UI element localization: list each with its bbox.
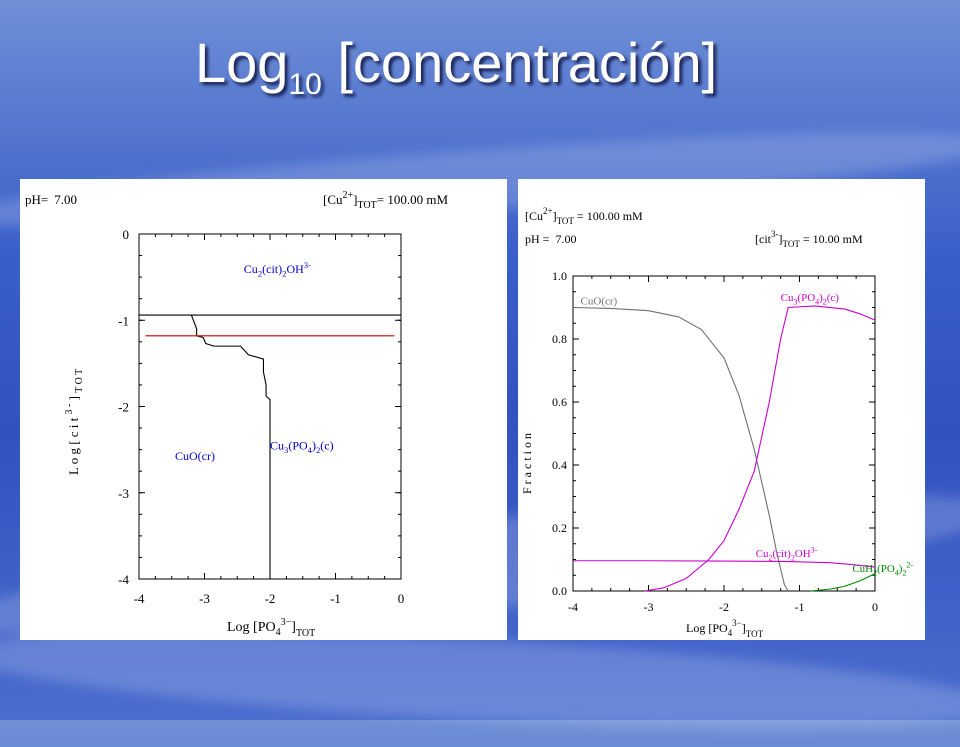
y-tick-label: 0.4 [552, 458, 567, 472]
y-tick-label: -2 [118, 400, 129, 415]
slide-title: Log10 [concentración] [195, 30, 717, 102]
series-line [810, 573, 876, 592]
curve-labels: CuO(cr) Cu3(PO4)2(c) Cu2(cit)2OH3- CuH2(PO4… [581, 292, 914, 577]
region-label: Cu3(PO4)2(c) [270, 439, 334, 456]
predominance-diagram-panel: pH= 7.00 [Cu2+]TOT= 100.00 mM -4 -3 -2 -1 0 0-… [20, 179, 507, 640]
x-tick-label: 0 [872, 600, 878, 614]
x-tick-label: -2 [265, 591, 276, 606]
slide-title-rest: [concentración] [321, 31, 718, 94]
y-tick-label: 1.0 [552, 269, 567, 283]
x-axis-label: Log [PO43−]TOT [686, 618, 764, 639]
x-tick-label: -3 [644, 600, 654, 614]
plot-frame [572, 275, 876, 592]
fraction-diagram: [Cu2+]TOT = 100.00 mM pH = 7.00 [cit3-]TO… [520, 206, 914, 639]
cuo-cu3po4-boundary [190, 314, 271, 579]
predominance-diagram: pH= 7.00 [Cu2+]TOT= 100.00 mM -4 -3 -2 -1 00-… [25, 190, 448, 639]
series-label: CuH2(PO4)22- [852, 561, 913, 578]
x-tick-label: -4 [568, 600, 578, 614]
y-tick-label: -3 [118, 486, 129, 501]
y-tick-label: 0.6 [552, 395, 567, 409]
axes: -4 -3 -2 -1 0 0 -1 -2 -3 -4 [118, 227, 404, 606]
series-line [573, 560, 876, 568]
fraction-diagram-panel: [Cu2+]TOT = 100.00 mM pH = 7.00 [cit3-]TO… [518, 179, 925, 640]
x-tick-label: -1 [330, 591, 341, 606]
ph-label: pH= 7.00 [25, 192, 77, 207]
cu-total-label: [Cu2+]TOT = 100.00 mM [525, 206, 643, 226]
y-tick-label: 0.0 [552, 584, 567, 598]
series-label: Cu3(PO4)2(c) [781, 292, 840, 306]
boundary-lines [139, 314, 401, 579]
y-tick-label: -1 [118, 313, 129, 328]
cu-total-label: [Cu2+]TOT= 100.00 mM [323, 190, 448, 211]
region-label: CuO(cr) [175, 449, 215, 463]
x-tick-label: -4 [134, 591, 145, 606]
y-tick-label: 0.8 [552, 332, 567, 346]
slide-title-subscript: 10 [288, 68, 322, 102]
y-tick-label: 0.2 [552, 521, 567, 535]
fraction-curves [572, 305, 876, 592]
region-label: Cu2(cit)2OH3- [244, 260, 311, 278]
axes: -4 -3 -2 -1 0 0.0 0.2 0.4 0.6 0.8 1.0 [552, 269, 878, 614]
x-tick-label: 0 [398, 591, 405, 606]
series-line [572, 306, 789, 592]
series-label: Cu2(cit)2OH3- [756, 546, 818, 563]
series-line [644, 305, 876, 592]
x-tick-label: -3 [199, 591, 210, 606]
x-tick-label: -2 [719, 600, 729, 614]
ph-label: pH = 7.00 [525, 232, 576, 246]
region-labels: Cu2(cit)2OH3- CuO(cr) Cu3(PO4)2(c) [175, 260, 334, 463]
slide-title-main: Log [195, 31, 289, 94]
cit-total-label: [cit3-]TOT = 10.00 mM [755, 229, 863, 249]
y-axis-label: F r a c t i o n [520, 433, 534, 494]
y-axis-label: L o g [ c i t 3 - ] T O T [64, 369, 85, 475]
series-label: CuO(cr) [581, 295, 618, 307]
y-tick-label: -4 [118, 572, 129, 587]
x-axis-label: Log [PO43−]TOT [227, 617, 315, 639]
x-tick-label: -1 [795, 600, 805, 614]
y-tick-label: 0 [123, 227, 130, 242]
